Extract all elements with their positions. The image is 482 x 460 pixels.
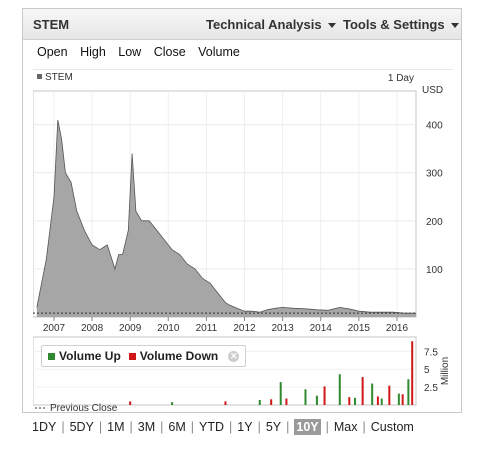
volume-down-bar <box>285 398 288 405</box>
volume-legend: Volume Up Volume Down ✕ <box>41 345 247 367</box>
year-tick-label: 2009 <box>119 323 142 334</box>
volume-down-bar <box>388 385 391 405</box>
volume-up-bar <box>380 398 383 405</box>
volume-tick-label: 5 <box>424 365 430 376</box>
volume-down-bar <box>323 386 326 405</box>
volume-up-bar <box>397 393 400 405</box>
range-separator: | <box>160 420 164 434</box>
range-separator: | <box>362 420 366 434</box>
volume-up-bar <box>371 383 374 405</box>
volume-down-bar <box>348 397 351 405</box>
year-tick-label: 2008 <box>81 323 104 334</box>
tools-settings-menu[interactable]: Tools & Settings <box>343 17 459 32</box>
volume-unit-label: Million <box>440 357 451 385</box>
range-1m-button[interactable]: 1M <box>107 420 125 434</box>
volume-down-bar <box>411 341 414 405</box>
year-tick-label: 2007 <box>43 323 66 334</box>
high-option[interactable]: High <box>80 45 106 59</box>
interval-label[interactable]: 1 Day <box>388 73 414 84</box>
range-6m-button[interactable]: 6M <box>168 420 186 434</box>
volume-down-bar <box>376 396 379 405</box>
year-tick-label: 2016 <box>386 323 409 334</box>
year-tick-label: 2014 <box>310 323 333 334</box>
volume-down-bar <box>270 399 273 405</box>
year-tick-label: 2010 <box>157 323 180 334</box>
price-type-selector: Open High Low Close Volume <box>37 45 249 59</box>
stock-chart-widget: STEM Technical Analysis Tools & Settings… <box>22 8 462 414</box>
price-tick-label: 400 <box>426 121 443 132</box>
low-option[interactable]: Low <box>118 45 142 59</box>
range-separator: | <box>129 420 133 434</box>
range-3m-button[interactable]: 3M <box>137 420 156 434</box>
year-tick-label: 2015 <box>348 323 371 334</box>
currency-label: USD <box>422 85 443 96</box>
range-separator: | <box>98 420 103 434</box>
open-option[interactable]: Open <box>37 45 68 59</box>
range-5y-button[interactable]: 5Y <box>265 420 282 434</box>
price-line <box>36 119 416 314</box>
stem-legend-label: STEM <box>45 72 73 83</box>
volume-up-bar <box>258 399 261 405</box>
volume-up-bar <box>315 395 318 405</box>
volume-up-bar <box>171 402 174 405</box>
volume-tick-label: 2.5 <box>424 383 438 394</box>
previous-close-label: Previous Close <box>50 403 118 412</box>
year-tick-label: 2011 <box>196 323 218 334</box>
range-ytd-button[interactable]: YTD <box>199 420 225 434</box>
price-tick-label: 200 <box>426 217 443 228</box>
range-1dy-button[interactable]: 1DY <box>32 420 57 434</box>
symbol-title: STEM <box>33 17 70 32</box>
volume-down-bar <box>361 377 364 405</box>
range-separator: | <box>325 420 329 434</box>
volume-up-bar <box>279 382 282 405</box>
range-separator: | <box>286 420 290 434</box>
volume-option[interactable]: Volume <box>198 45 240 59</box>
chevron-down-icon <box>327 23 336 29</box>
range-1y-button[interactable]: 1Y <box>237 420 253 434</box>
range-separator: | <box>61 420 65 434</box>
close-option[interactable]: Close <box>153 45 186 59</box>
price-tick-label: 300 <box>426 169 443 180</box>
volume-up-bar <box>338 374 341 405</box>
volume-down-bar <box>224 401 227 405</box>
range-5dy-button[interactable]: 5DY <box>69 420 94 434</box>
range-separator: | <box>257 420 261 434</box>
volume-up-bar <box>407 379 410 405</box>
volume-down-bar <box>401 394 404 405</box>
range-max-button[interactable]: Max <box>333 420 358 434</box>
close-legend-icon[interactable]: ✕ <box>228 350 240 362</box>
volume-up-bar <box>304 389 307 405</box>
range-separator: | <box>190 420 195 434</box>
stem-legend-swatch <box>37 74 42 79</box>
range-10y-button[interactable]: 10Y <box>294 419 321 435</box>
volume-down-legend: Volume Down <box>128 349 218 363</box>
volume-tick-label: 7.5 <box>424 347 438 358</box>
price-tick-label: 100 <box>426 265 443 276</box>
year-tick-label: 2013 <box>271 323 294 334</box>
chevron-down-icon <box>450 23 459 29</box>
volume-up-legend: Volume Up <box>48 349 121 363</box>
chart-header: STEM Technical Analysis Tools & Settings <box>23 9 461 40</box>
technical-analysis-menu[interactable]: Technical Analysis <box>206 17 336 32</box>
range-custom-button[interactable]: Custom <box>370 420 414 434</box>
year-tick-label: 2012 <box>233 323 256 334</box>
chart-area: STEM 1 Day USD 100 200 300 400 2007 2008 2009 2010… <box>32 68 453 414</box>
range-separator: | <box>229 420 233 434</box>
volume-up-bar <box>354 397 357 405</box>
time-range-selector: 1DY | 5DY | 1M | 3M | 6M | YTD | 1Y | 5Y | 10Y | Max | Custo… <box>32 419 414 435</box>
volume-down-bar <box>129 401 132 405</box>
